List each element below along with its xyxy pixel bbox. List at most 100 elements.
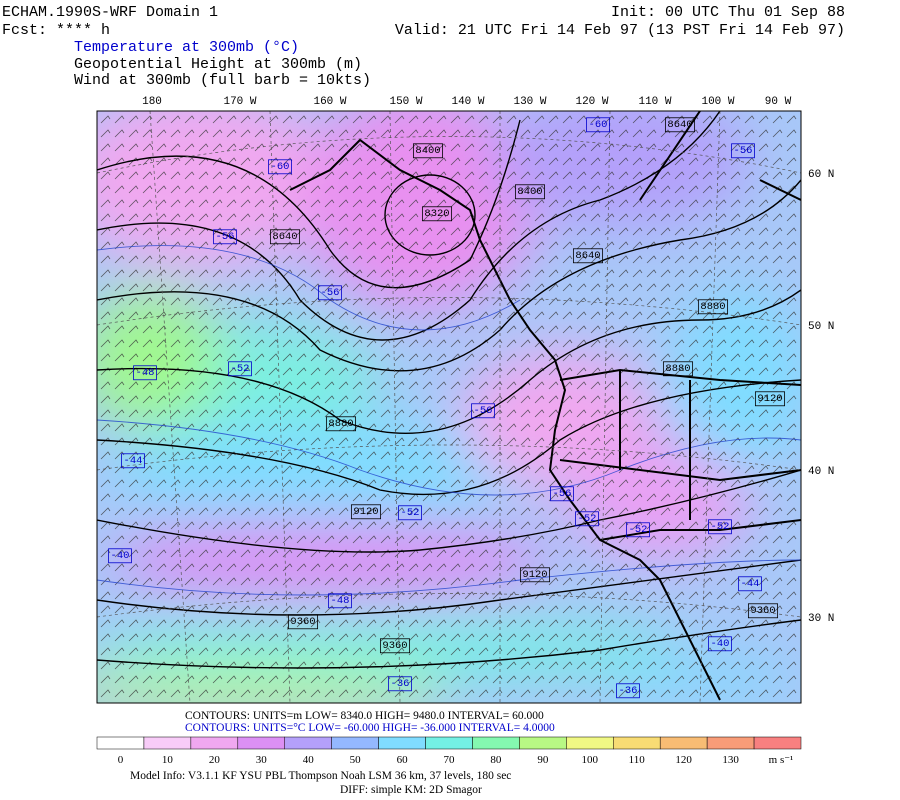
contour-label-box — [616, 683, 640, 699]
colorbar-swatch — [378, 736, 426, 750]
lon-label: 140 W — [451, 96, 484, 108]
contour-label: 9120 — [522, 569, 547, 581]
contour-label: -40 — [111, 550, 130, 562]
lat-label: 50 N — [808, 321, 834, 333]
colorbar-label: 0 — [118, 754, 124, 766]
contour-label-box — [754, 391, 786, 407]
colorbar-swatch — [472, 736, 520, 750]
contour-label-box — [550, 486, 574, 502]
colorbar-label: 100 — [582, 754, 599, 766]
contour-label-box — [388, 676, 412, 692]
contour-label-box — [133, 365, 157, 381]
contour-label-box — [398, 505, 422, 521]
contour-label: 8640 — [272, 231, 297, 243]
colorbar-label: 120 — [675, 754, 692, 766]
lon-label: 90 W — [765, 96, 792, 108]
colorbar-swatch — [284, 736, 332, 750]
contour-label-box — [708, 636, 732, 652]
contour-label-box — [662, 361, 694, 377]
colorbar-swatch — [96, 736, 145, 750]
contour-label-box — [575, 511, 599, 527]
contours-height: CONTOURS: UNITS=m LOW= 8340.0 HIGH= 9480… — [185, 710, 544, 722]
colorbar-swatch — [613, 736, 661, 750]
model-info: Model Info: V3.1.1 KF YSU PBL Thompson N… — [130, 770, 511, 782]
contour-label-box — [731, 143, 755, 159]
contour-label-box — [318, 285, 342, 301]
colorbar-label: 130 — [722, 754, 739, 766]
contour-label: -52 — [401, 507, 420, 519]
contour-label-box — [269, 229, 301, 245]
contour-label: 8320 — [424, 208, 449, 220]
contour-label-box — [228, 361, 252, 377]
contours-temp: CONTOURS: UNITS=°C LOW= -60.000 HIGH= -3… — [185, 722, 555, 734]
colorbar-swatch — [331, 736, 379, 750]
contour-label: 9360 — [382, 640, 407, 652]
colorbar-label: 30 — [256, 754, 268, 766]
field-label: Wind at 300mb (full barb = 10kts) — [74, 72, 371, 89]
contour-label: -52 — [711, 521, 730, 533]
colorbar-label: 40 — [303, 754, 315, 766]
diff-info: DIFF: simple KM: 2D Smagor — [340, 784, 482, 796]
colorbar-swatch — [753, 736, 802, 750]
field-label: Geopotential Height at 300mb (m) — [74, 56, 362, 73]
lon-labels: 180 170 W 160 W 150 W 140 W 130 W 120 W 110 W 10… — [142, 96, 792, 108]
contour-label: -36 — [619, 685, 638, 697]
contour-label: 9120 — [757, 393, 782, 405]
contour-label: 8880 — [328, 418, 353, 430]
contour-labels: 8400 8640 8320 8400 8640 8640 8880 8880 8880 9120… — [108, 117, 786, 699]
contour-label: 9360 — [750, 605, 775, 617]
contour-label: -52 — [629, 524, 648, 536]
colorbar-swatch — [706, 736, 755, 750]
lat-label: 60 N — [808, 169, 834, 181]
colorbar-label: 80 — [490, 754, 502, 766]
contour-label-box — [572, 248, 604, 264]
contour-label: 8640 — [575, 250, 600, 262]
colorbar-swatch — [425, 736, 473, 750]
contour-label-box — [325, 416, 357, 432]
contour-label: -60 — [589, 119, 608, 131]
contour-label: -56 — [734, 145, 753, 157]
map-field — [97, 111, 801, 703]
title: ECHAM.1990S-WRF Domain 1 — [2, 4, 218, 21]
lat-labels: 60 N 50 N 40 N 30 N — [808, 169, 834, 625]
colorbar-label: 60 — [397, 754, 409, 766]
contour-label: -56 — [216, 231, 235, 243]
contour-label: -52 — [231, 363, 250, 375]
contour-label: -48 — [331, 595, 350, 607]
lon-label: 120 W — [575, 96, 608, 108]
contour-label-box — [412, 143, 444, 159]
contour-label-box — [471, 403, 495, 419]
contour-label-box — [664, 117, 696, 133]
lon-label: 110 W — [638, 96, 671, 108]
colorbar-swatch — [519, 736, 567, 750]
contour-label: -48 — [136, 367, 155, 379]
contour-label-box — [121, 453, 145, 469]
valid-time: Valid: 21 UTC Fri 14 Feb 97 (13 PST Fri … — [395, 22, 845, 39]
contour-label-box — [350, 504, 382, 520]
field-label: Temperature at 300mb (°C) — [74, 39, 299, 56]
contour-label: -56 — [553, 488, 572, 500]
colorbar-label: 110 — [629, 754, 646, 766]
contour-label-box — [514, 184, 546, 200]
contour-label: 8880 — [665, 363, 690, 375]
colorbar-swatch — [237, 736, 285, 750]
contour-label: -56 — [474, 405, 493, 417]
colorbar-label: 20 — [209, 754, 221, 766]
contour-label-box — [747, 603, 779, 619]
colorbar-label: 50 — [350, 754, 362, 766]
lon-label: 160 W — [313, 96, 346, 108]
lon-label: 170 W — [223, 96, 256, 108]
contour-label-box — [108, 548, 132, 564]
lon-label: 100 W — [701, 96, 734, 108]
lon-label: 150 W — [389, 96, 422, 108]
colorbar-swatch — [659, 736, 708, 750]
colorbar-units: m s⁻¹ — [769, 754, 794, 766]
colorbar-label: 90 — [537, 754, 549, 766]
contour-label: 8880 — [700, 301, 725, 313]
lat-label: 40 N — [808, 466, 834, 478]
contour-label-box — [697, 299, 729, 315]
contour-label: 8400 — [517, 186, 542, 198]
colorbar-swatch — [566, 736, 614, 750]
